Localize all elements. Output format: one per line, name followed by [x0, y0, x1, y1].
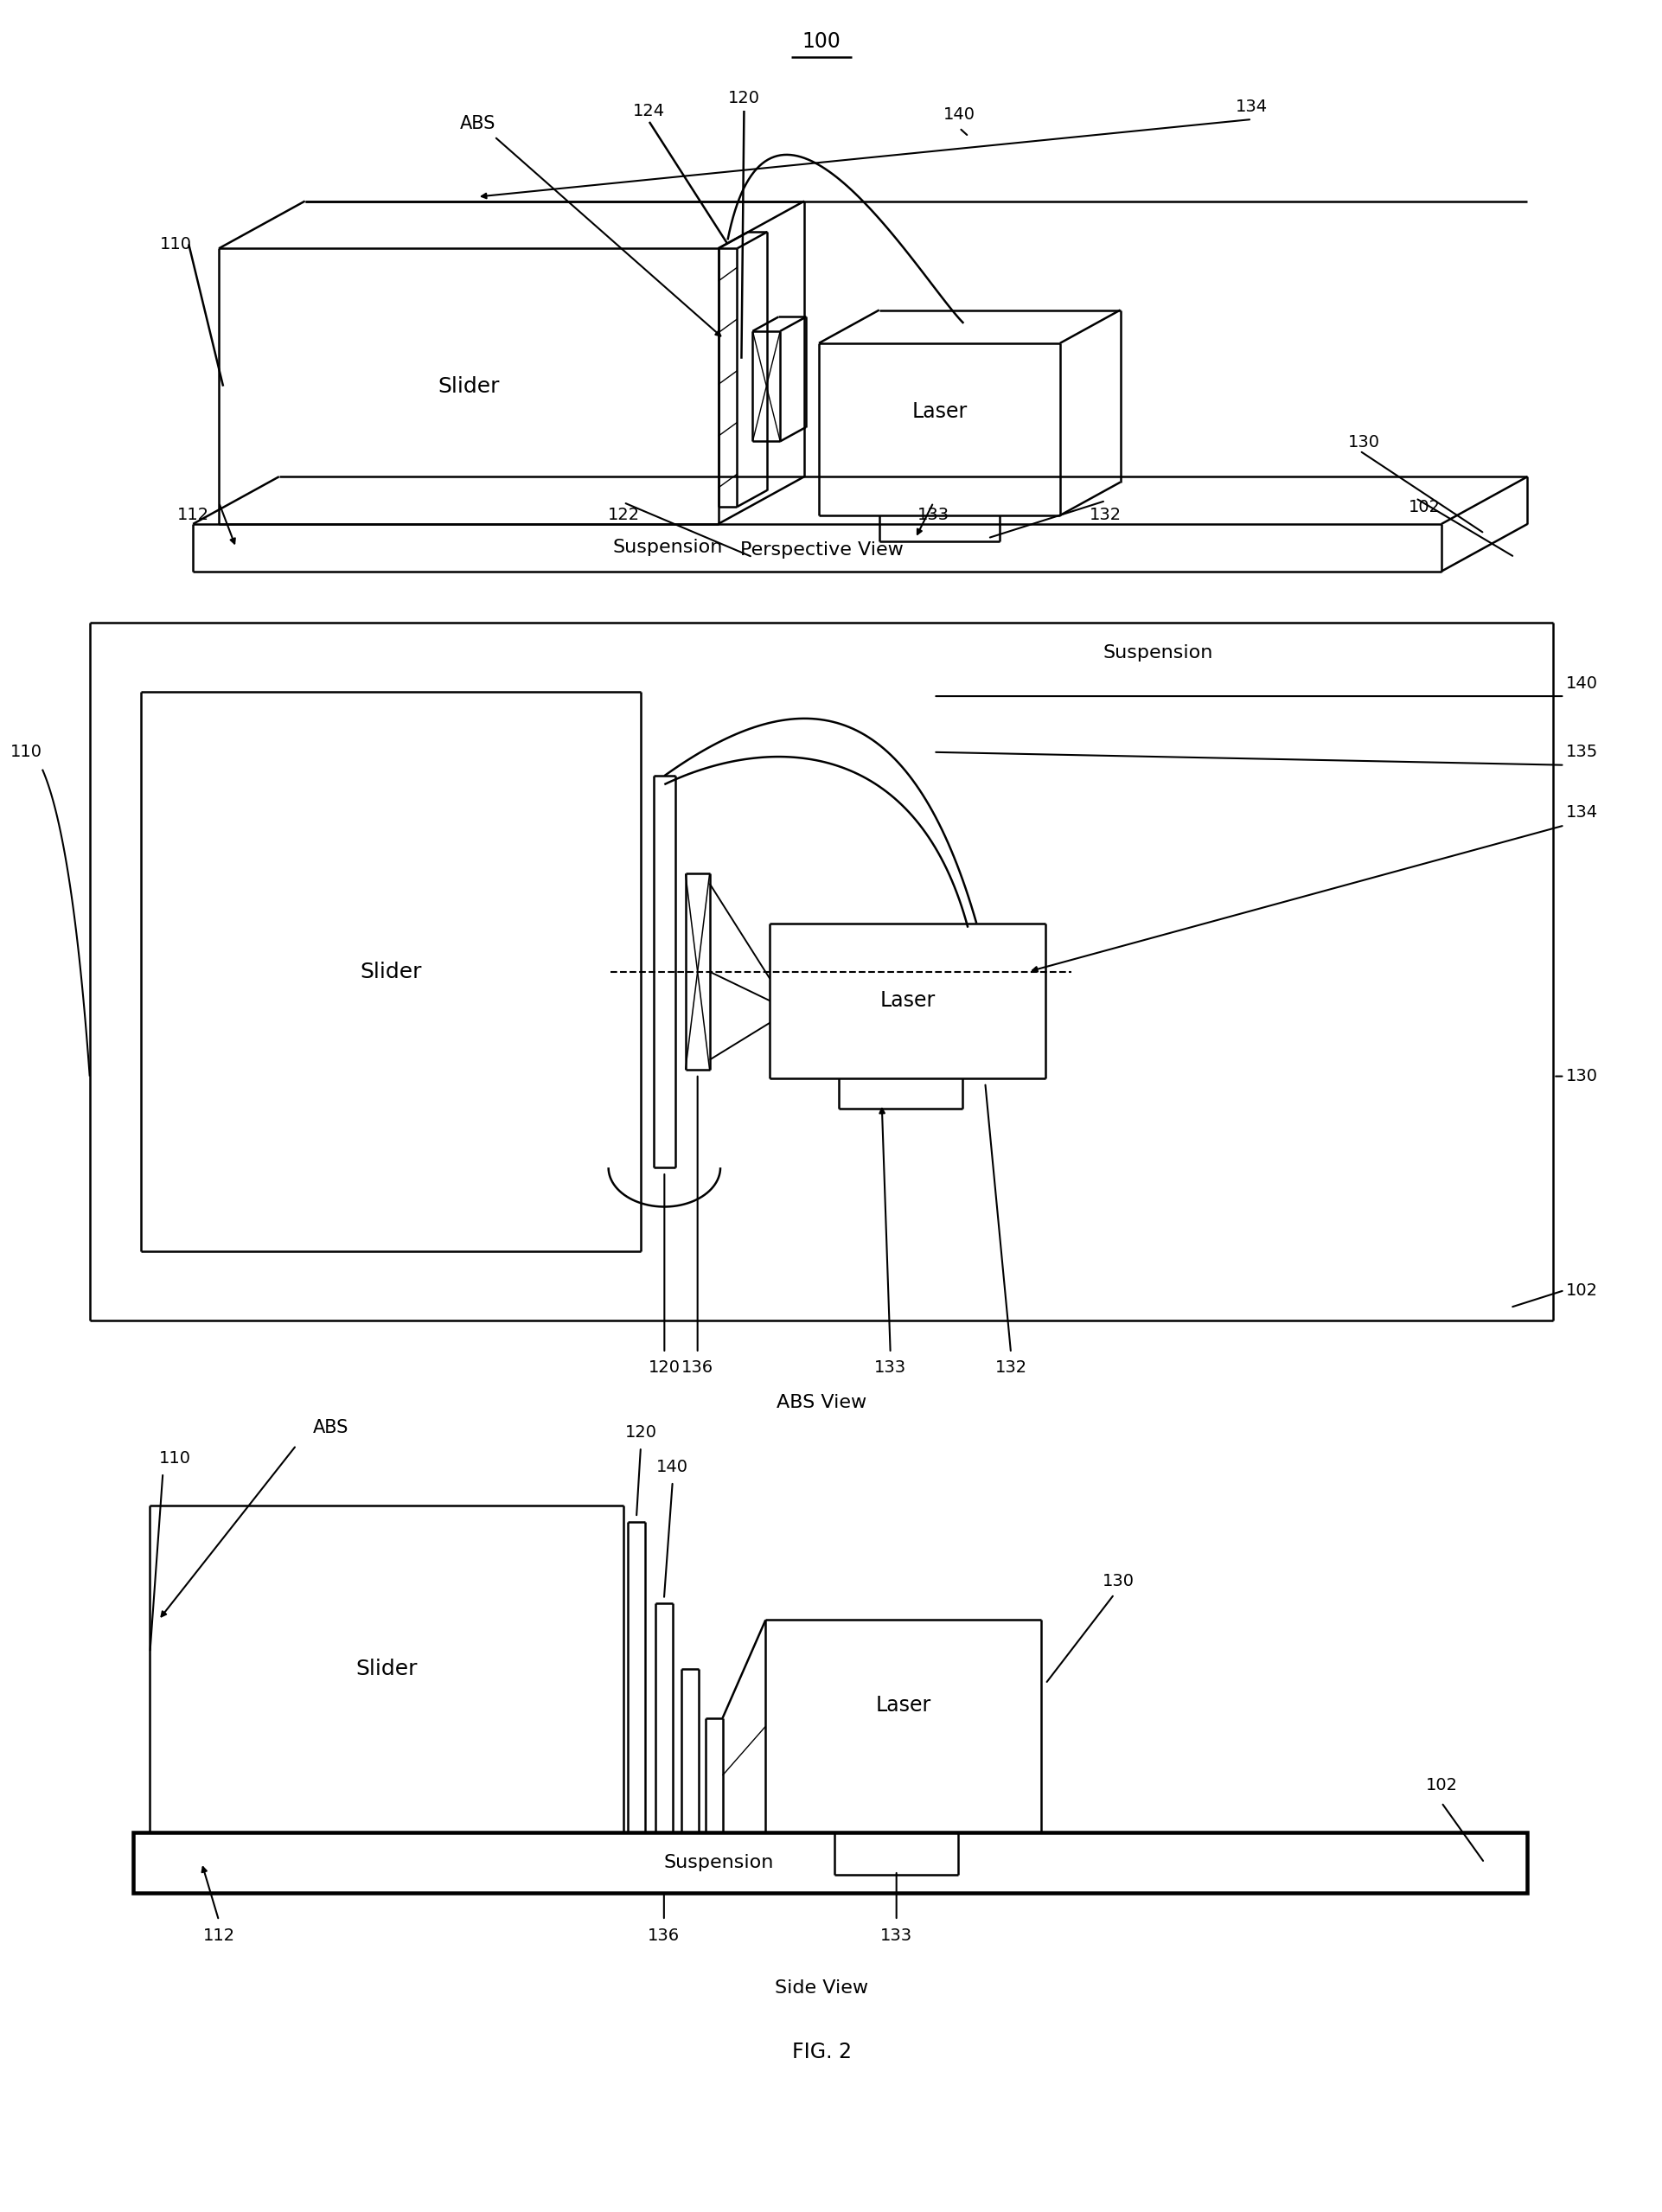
Text: 120: 120: [648, 1360, 680, 1376]
Text: 132: 132: [1090, 507, 1122, 524]
Text: 140: 140: [944, 106, 976, 124]
Text: Slider: Slider: [361, 962, 422, 982]
Text: 112: 112: [176, 507, 209, 524]
Text: Slider: Slider: [356, 1659, 417, 1679]
Text: FIG. 2: FIG. 2: [791, 2042, 851, 2062]
Text: 136: 136: [681, 1360, 713, 1376]
Text: Side View: Side View: [774, 1980, 868, 1995]
Text: Laser: Laser: [912, 403, 967, 422]
Text: 130: 130: [1348, 434, 1379, 451]
Text: 130: 130: [1102, 1573, 1135, 1590]
Text: 136: 136: [648, 1929, 680, 1944]
Text: 135: 135: [1566, 743, 1599, 761]
Text: 120: 120: [728, 88, 760, 106]
Text: 122: 122: [607, 507, 640, 524]
Text: 133: 133: [874, 1360, 906, 1376]
Text: 102: 102: [1566, 1283, 1599, 1298]
Text: 134: 134: [1237, 97, 1268, 115]
Text: Laser: Laser: [879, 991, 936, 1011]
Text: ABS: ABS: [460, 115, 495, 133]
Text: 102: 102: [1426, 1776, 1458, 1794]
Text: ABS View: ABS View: [776, 1394, 866, 1411]
Text: 140: 140: [1566, 675, 1599, 692]
Text: 140: 140: [656, 1458, 688, 1475]
Text: 124: 124: [633, 102, 665, 119]
Text: 110: 110: [10, 743, 42, 761]
Text: Suspension: Suspension: [663, 1854, 773, 1871]
Text: 110: 110: [160, 237, 191, 252]
Text: 133: 133: [881, 1929, 912, 1944]
Text: Slider: Slider: [437, 376, 500, 396]
Text: Suspension: Suspension: [612, 540, 723, 555]
Text: 120: 120: [625, 1425, 656, 1440]
Text: 110: 110: [158, 1449, 191, 1467]
Text: ABS: ABS: [312, 1420, 349, 1436]
Text: Perspective View: Perspective View: [740, 542, 902, 557]
Text: Laser: Laser: [876, 1694, 931, 1717]
Text: 100: 100: [803, 31, 841, 53]
Text: 102: 102: [1408, 498, 1441, 515]
Text: Suspension: Suspension: [1104, 644, 1213, 661]
Bar: [133, 1834, 1527, 1893]
Text: 132: 132: [996, 1360, 1027, 1376]
Text: 133: 133: [917, 507, 949, 524]
Text: 134: 134: [1566, 805, 1599, 821]
Text: 130: 130: [1566, 1068, 1599, 1084]
Text: 112: 112: [203, 1929, 234, 1944]
